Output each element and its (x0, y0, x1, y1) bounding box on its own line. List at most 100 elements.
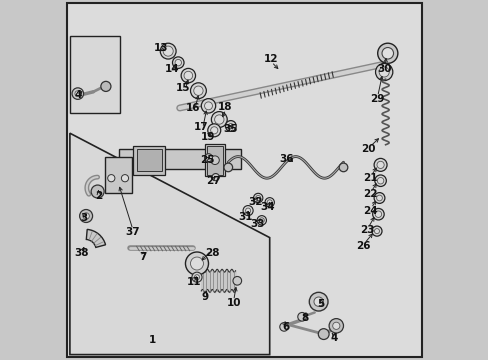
Circle shape (243, 206, 253, 216)
Circle shape (210, 156, 219, 165)
Text: 26: 26 (355, 240, 370, 251)
Text: 16: 16 (186, 103, 200, 113)
Circle shape (374, 229, 379, 234)
Circle shape (193, 86, 203, 95)
Circle shape (373, 193, 384, 203)
Circle shape (204, 154, 212, 162)
Circle shape (266, 200, 272, 205)
Text: 14: 14 (165, 64, 180, 74)
Circle shape (253, 193, 263, 203)
Text: 35: 35 (223, 124, 237, 134)
Text: 19: 19 (201, 132, 215, 142)
Circle shape (185, 252, 208, 275)
Circle shape (101, 81, 111, 91)
Circle shape (309, 292, 327, 311)
Text: 21: 21 (363, 173, 377, 183)
Circle shape (376, 161, 384, 168)
Text: 2: 2 (95, 191, 102, 201)
Text: 18: 18 (217, 102, 231, 112)
Circle shape (91, 185, 104, 198)
Circle shape (328, 319, 343, 333)
Circle shape (175, 59, 181, 66)
Text: 6: 6 (282, 322, 289, 332)
Circle shape (378, 67, 388, 77)
Circle shape (313, 297, 323, 306)
Circle shape (211, 112, 227, 127)
Circle shape (192, 272, 202, 282)
Text: 24: 24 (363, 206, 377, 216)
Text: 23: 23 (359, 225, 373, 235)
Text: 17: 17 (194, 122, 208, 132)
Bar (133, 146, 165, 175)
Text: 25: 25 (200, 155, 215, 165)
Text: 9: 9 (201, 292, 208, 302)
Circle shape (82, 213, 89, 219)
Text: 29: 29 (369, 94, 384, 104)
Circle shape (372, 208, 384, 220)
Circle shape (318, 329, 328, 339)
Circle shape (375, 63, 392, 81)
Circle shape (72, 88, 83, 99)
Text: 4: 4 (329, 333, 337, 343)
Circle shape (121, 175, 128, 182)
Text: 13: 13 (153, 42, 168, 53)
Circle shape (245, 208, 250, 213)
Circle shape (163, 46, 173, 56)
Circle shape (75, 91, 81, 96)
Circle shape (80, 210, 92, 222)
Circle shape (212, 174, 219, 181)
Circle shape (190, 83, 206, 99)
Circle shape (172, 57, 183, 68)
Circle shape (181, 68, 195, 83)
Circle shape (255, 195, 260, 201)
Circle shape (374, 211, 381, 217)
Circle shape (297, 312, 306, 321)
Wedge shape (86, 229, 105, 247)
Circle shape (377, 43, 397, 63)
Circle shape (332, 322, 339, 329)
Text: 5: 5 (317, 299, 324, 309)
Circle shape (160, 43, 176, 59)
Text: 30: 30 (377, 64, 391, 74)
Circle shape (259, 218, 264, 223)
Text: 36: 36 (279, 154, 294, 164)
Circle shape (190, 257, 203, 270)
Circle shape (377, 177, 383, 184)
Circle shape (107, 175, 115, 182)
Bar (206, 146, 223, 175)
Circle shape (371, 226, 381, 236)
Text: 20: 20 (361, 144, 375, 154)
Circle shape (194, 275, 199, 280)
Circle shape (204, 102, 212, 110)
Text: 15: 15 (176, 83, 190, 93)
Polygon shape (70, 36, 120, 113)
Text: 31: 31 (238, 212, 252, 222)
Circle shape (224, 163, 232, 172)
Text: 34: 34 (260, 202, 275, 212)
Text: 28: 28 (204, 248, 219, 258)
Text: 38: 38 (74, 248, 89, 258)
Text: 11: 11 (186, 276, 201, 287)
Circle shape (373, 158, 386, 171)
Bar (104, 157, 132, 193)
Text: 4: 4 (74, 90, 81, 100)
Text: 3: 3 (81, 213, 88, 223)
Text: 33: 33 (249, 219, 264, 229)
Text: 37: 37 (124, 227, 139, 237)
Text: 7: 7 (139, 252, 146, 262)
Circle shape (207, 124, 220, 137)
Text: 10: 10 (226, 298, 241, 308)
Circle shape (228, 123, 233, 129)
Circle shape (279, 323, 288, 331)
Circle shape (201, 99, 215, 113)
Text: 12: 12 (264, 54, 278, 64)
Text: 1: 1 (149, 335, 156, 345)
Circle shape (232, 276, 241, 285)
Bar (118, 149, 241, 169)
Circle shape (183, 71, 192, 80)
Circle shape (374, 175, 386, 186)
Circle shape (376, 195, 382, 201)
Circle shape (214, 115, 224, 124)
Circle shape (210, 127, 218, 134)
Text: 8: 8 (301, 312, 308, 323)
